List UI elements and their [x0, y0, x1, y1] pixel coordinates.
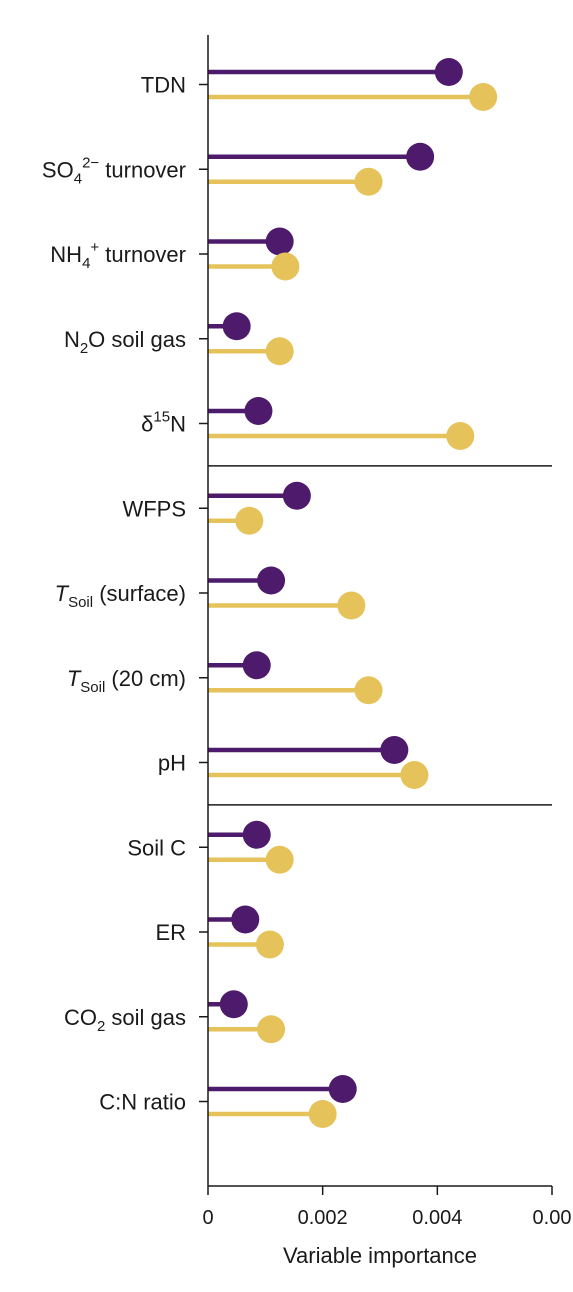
category-label: ER — [155, 920, 186, 945]
category-label: pH — [158, 751, 186, 776]
lollipop-dot — [242, 820, 271, 849]
x-tick-label: 0.002 — [298, 1207, 348, 1229]
x-tick-label: 0.004 — [412, 1207, 462, 1229]
category-label: δ15N — [141, 409, 186, 437]
category-label: Soil C — [127, 835, 186, 860]
category-label: C:N ratio — [99, 1090, 186, 1115]
lollipop-dot — [265, 227, 294, 256]
category-label: TSoil (surface) — [55, 581, 186, 611]
lollipop-dot — [354, 167, 383, 196]
group-separators — [208, 465, 552, 806]
category-label: N2O soil gas — [64, 327, 186, 357]
lollipop-dots — [219, 58, 498, 1128]
lollipop-dot — [282, 481, 311, 510]
category-label: TDN — [141, 73, 186, 98]
lollipop-dot — [328, 1075, 357, 1103]
lollipop-dot — [219, 990, 248, 1019]
lollipop-dot — [242, 651, 271, 680]
lollipop-dot — [271, 252, 300, 281]
lollipop-dot — [255, 930, 284, 959]
lollipop-dot — [469, 83, 498, 111]
x-axis-ticks: 0 0.002 0.004 0.00 — [202, 1186, 571, 1229]
x-tick-label: 0 — [202, 1207, 213, 1229]
lollipop-dot — [265, 845, 294, 874]
category-labels: TDN SO42− turnover NH4+ turnover N2O soil g… — [42, 73, 186, 1115]
lollipop-dot — [400, 761, 429, 789]
lollipop-dot — [337, 591, 366, 620]
lollipop-dot — [244, 397, 273, 425]
x-tick-label: 0.00 — [533, 1207, 572, 1229]
category-label: WFPS — [122, 496, 186, 521]
lollipop-dot — [406, 142, 435, 171]
category-label: CO2 soil gas — [64, 1005, 186, 1035]
lollipop-dot — [231, 905, 260, 934]
lollipop-dot — [308, 1100, 337, 1128]
x-axis-title: Variable importance — [283, 1243, 477, 1268]
y-axis-ticks — [199, 83, 208, 1103]
category-label: TSoil (20 cm) — [67, 666, 186, 696]
lollipop-dot — [446, 422, 475, 450]
category-label: SO42− turnover — [42, 154, 186, 187]
lollipop-dot — [354, 676, 383, 705]
lollipop-dot — [257, 1015, 286, 1044]
category-label: NH4+ turnover — [50, 239, 186, 272]
lollipop-dot — [235, 506, 264, 535]
lollipop-dot — [222, 312, 251, 341]
lollipop-dot — [434, 58, 463, 86]
lollipop-dot — [257, 566, 286, 595]
lollipop-dot — [380, 736, 409, 764]
lollipop-dot — [265, 337, 294, 366]
